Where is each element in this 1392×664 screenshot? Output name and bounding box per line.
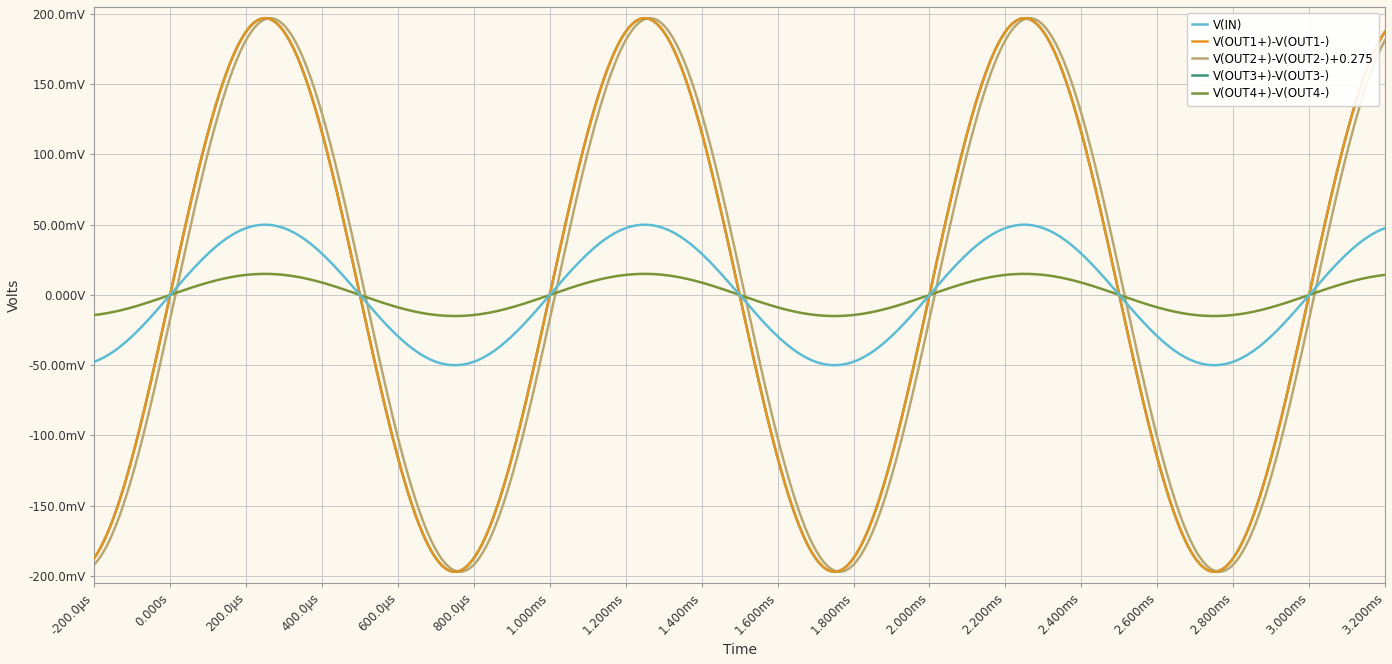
V(OUT3+)-V(OUT3-) (696, 140, 713, 148)
V(IN) (86, 358, 103, 366)
V(OUT2+)-V(OUT2-)+0.275 (696, 120, 713, 128)
V(OUT1+)-V(OUT1-) (86, 554, 103, 562)
V(IN) (1011, 221, 1027, 229)
V(OUT3+)-V(OUT3-) (86, 554, 103, 562)
V(IN) (696, 253, 713, 261)
V(IN) (636, 220, 653, 228)
X-axis label: Time: Time (722, 643, 757, 657)
V(OUT3+)-V(OUT3-) (408, 512, 425, 520)
V(OUT4+)-V(OUT4-) (696, 280, 713, 288)
V(IN) (827, 361, 844, 369)
Line: V(OUT4+)-V(OUT4-): V(OUT4+)-V(OUT4-) (95, 274, 1385, 316)
V(OUT1+)-V(OUT1-) (1011, 15, 1027, 23)
V(OUT4+)-V(OUT4-) (636, 270, 653, 278)
V(OUT4+)-V(OUT4-) (827, 312, 844, 320)
V(OUT1+)-V(OUT1-) (636, 14, 653, 22)
V(OUT3+)-V(OUT3-) (1293, 325, 1310, 333)
V(OUT4+)-V(OUT4-) (1011, 270, 1027, 278)
V(IN) (1377, 224, 1392, 232)
Line: V(OUT3+)-V(OUT3-): V(OUT3+)-V(OUT3-) (95, 18, 1385, 572)
V(OUT3+)-V(OUT3-) (636, 14, 653, 22)
V(OUT1+)-V(OUT1-) (1377, 28, 1392, 36)
V(OUT2+)-V(OUT2-)+0.275 (1293, 349, 1310, 357)
V(OUT4+)-V(OUT4-) (408, 308, 425, 316)
V(OUT4+)-V(OUT4-) (1377, 271, 1392, 279)
Legend: V(IN), V(OUT1+)-V(OUT1-), V(OUT2+)-V(OUT2-)+0.275, V(OUT3+)-V(OUT3-), V(OUT4+)-V: V(IN), V(OUT1+)-V(OUT1-), V(OUT2+)-V(OUT… (1186, 13, 1379, 106)
V(OUT3+)-V(OUT3-) (1377, 28, 1392, 36)
V(OUT4+)-V(OUT4-) (867, 307, 884, 315)
Line: V(IN): V(IN) (95, 224, 1385, 365)
V(OUT4+)-V(OUT4-) (1293, 293, 1310, 301)
V(OUT2+)-V(OUT2-)+0.275 (408, 497, 425, 505)
V(OUT4+)-V(OUT4-) (915, 293, 931, 301)
V(IN) (867, 346, 884, 354)
Line: V(OUT1+)-V(OUT1-): V(OUT1+)-V(OUT1-) (95, 18, 1385, 572)
V(OUT1+)-V(OUT1-) (408, 512, 425, 520)
V(IN) (1293, 299, 1310, 307)
V(OUT1+)-V(OUT1-) (1293, 325, 1310, 333)
V(OUT1+)-V(OUT1-) (827, 568, 844, 576)
V(OUT2+)-V(OUT2-)+0.275 (1011, 19, 1027, 27)
V(OUT3+)-V(OUT3-) (915, 321, 931, 329)
V(OUT4+)-V(OUT4-) (86, 311, 103, 319)
V(OUT2+)-V(OUT2-)+0.275 (86, 560, 103, 568)
V(OUT2+)-V(OUT2-)+0.275 (1377, 37, 1392, 44)
V(OUT1+)-V(OUT1-) (696, 140, 713, 148)
V(OUT1+)-V(OUT1-) (915, 321, 931, 329)
V(OUT2+)-V(OUT2-)+0.275 (1211, 568, 1228, 576)
Line: V(OUT2+)-V(OUT2-)+0.275: V(OUT2+)-V(OUT2-)+0.275 (95, 18, 1385, 572)
V(OUT2+)-V(OUT2-)+0.275 (915, 345, 931, 353)
V(IN) (915, 299, 931, 307)
V(OUT3+)-V(OUT3-) (867, 508, 884, 516)
V(OUT2+)-V(OUT2-)+0.275 (1022, 14, 1038, 22)
V(IN) (408, 347, 425, 355)
V(OUT1+)-V(OUT1-) (867, 508, 884, 516)
V(OUT3+)-V(OUT3-) (827, 568, 844, 576)
Y-axis label: Volts: Volts (7, 278, 21, 311)
V(OUT3+)-V(OUT3-) (1011, 15, 1027, 23)
V(OUT2+)-V(OUT2-)+0.275 (866, 523, 883, 531)
